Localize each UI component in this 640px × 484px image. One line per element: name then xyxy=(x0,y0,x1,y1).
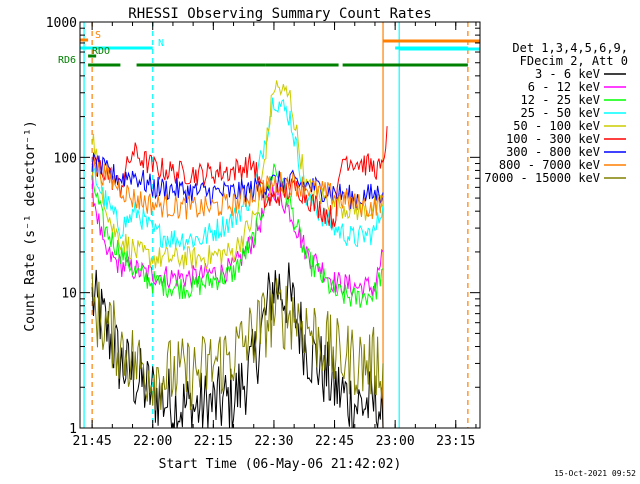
series-line-5 xyxy=(91,126,388,229)
axes: 21:45 22:00 22:15 22:30 22:45 23:00 23:15 1 10 10… xyxy=(46,16,481,449)
series-line-0 xyxy=(91,262,384,428)
y-tick-label-0: 1 xyxy=(69,422,77,437)
series-line-1 xyxy=(91,175,384,299)
series-line-4 xyxy=(91,80,384,270)
legend-label-2: 12 - 25 keV xyxy=(521,93,600,107)
legend-label-5: 100 - 300 keV xyxy=(506,132,600,146)
timestamp: 15-Oct-2021 09:52 xyxy=(554,469,636,478)
flag-label-rdo: RDO xyxy=(92,46,110,57)
legend-label-6: 300 - 800 keV xyxy=(506,145,600,159)
legend-label-4: 50 - 100 keV xyxy=(513,119,600,133)
series-group xyxy=(91,80,388,428)
x-axis-label: Start Time (06-May-06 21:42:02) xyxy=(159,457,402,472)
series-line-7 xyxy=(91,159,384,220)
y-tick-label-3: 1000 xyxy=(46,16,77,31)
legend-label-8: 7000 - 15000 keV xyxy=(484,171,600,185)
y-tick-label-1: 10 xyxy=(61,287,77,302)
legend-header-0: Det 1,3,4,5,6,9, xyxy=(512,41,628,55)
flag-label-n: N xyxy=(158,38,164,49)
x-tick-label-3: 22:30 xyxy=(254,434,293,449)
y-axis-label: Count Rate (s⁻¹ detector⁻¹) xyxy=(23,120,38,331)
plot-area: S N RDO RD6 xyxy=(58,22,480,428)
y-tick-label-2: 100 xyxy=(54,151,77,166)
x-tick-label-0: 21:45 xyxy=(73,434,112,449)
chart-title: RHESSI Observing Summary Count Rates xyxy=(128,6,431,22)
legend-label-0: 3 - 6 keV xyxy=(535,67,600,81)
x-tick-label-6: 23:15 xyxy=(436,434,475,449)
plot-frame xyxy=(79,21,481,429)
legend-label-3: 25 - 50 keV xyxy=(521,106,600,120)
flag-label-s: S xyxy=(95,30,101,41)
legend-label-1: 6 - 12 keV xyxy=(528,80,600,94)
series-line-2 xyxy=(91,163,384,308)
series-line-8 xyxy=(91,273,384,411)
series-line-3 xyxy=(91,97,384,251)
x-tick-label-4: 22:45 xyxy=(315,434,354,449)
x-tick-label-5: 23:00 xyxy=(376,434,415,449)
x-tick-label-1: 22:00 xyxy=(133,434,172,449)
x-tick-label-2: 22:15 xyxy=(194,434,233,449)
flag-label-rd6: RD6 xyxy=(58,55,76,66)
legend: Det 1,3,4,5,6,9,FDecim 2, Att 03 - 6 keV… xyxy=(484,41,628,185)
legend-header-1: FDecim 2, Att 0 xyxy=(520,54,628,68)
legend-label-7: 800 - 7000 keV xyxy=(499,158,600,172)
